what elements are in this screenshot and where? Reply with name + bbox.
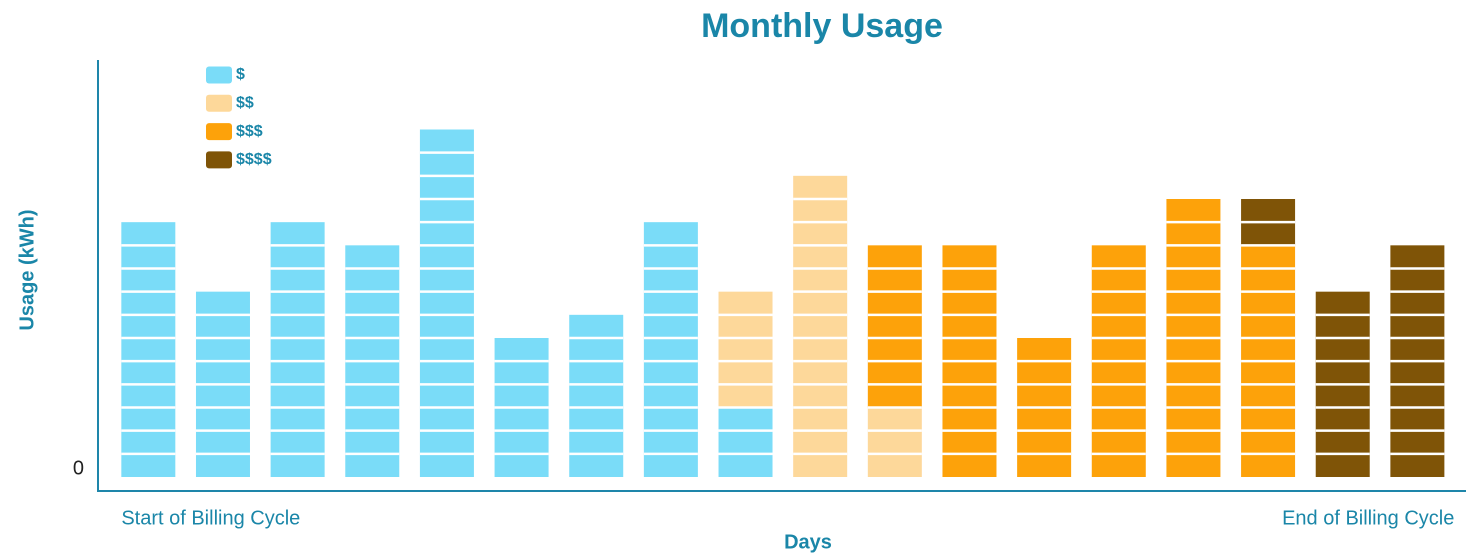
x-axis-label: Days: [784, 531, 832, 553]
y-tick-label: 0: [73, 457, 84, 479]
bar-segment: [121, 222, 176, 477]
legend-swatch: [206, 94, 232, 112]
x-tick-label: End of Billing Cycle: [1282, 507, 1454, 529]
bar-segment: [643, 222, 698, 477]
legend-label: $$: [236, 95, 254, 112]
x-tick-label: Start of Billing Cycle: [121, 507, 300, 529]
bar-segment: [718, 407, 773, 477]
legend-label: $$$: [236, 123, 263, 140]
bar-segment: [718, 291, 773, 408]
legend-swatch: [206, 123, 232, 141]
bar-segment: [867, 245, 922, 408]
bar-segment: [270, 222, 325, 477]
legend-label: $: [236, 66, 245, 83]
bar-segment: [419, 129, 474, 477]
bar-segment: [569, 314, 624, 477]
legend-swatch: [206, 66, 232, 84]
legend-swatch: [206, 151, 232, 169]
bar-segment: [867, 407, 922, 477]
bar-segment: [793, 175, 848, 478]
y-axis-label: Usage (kWh): [16, 209, 38, 330]
chart-title: Monthly Usage: [701, 7, 943, 45]
legend-label: $$$$: [236, 151, 272, 168]
